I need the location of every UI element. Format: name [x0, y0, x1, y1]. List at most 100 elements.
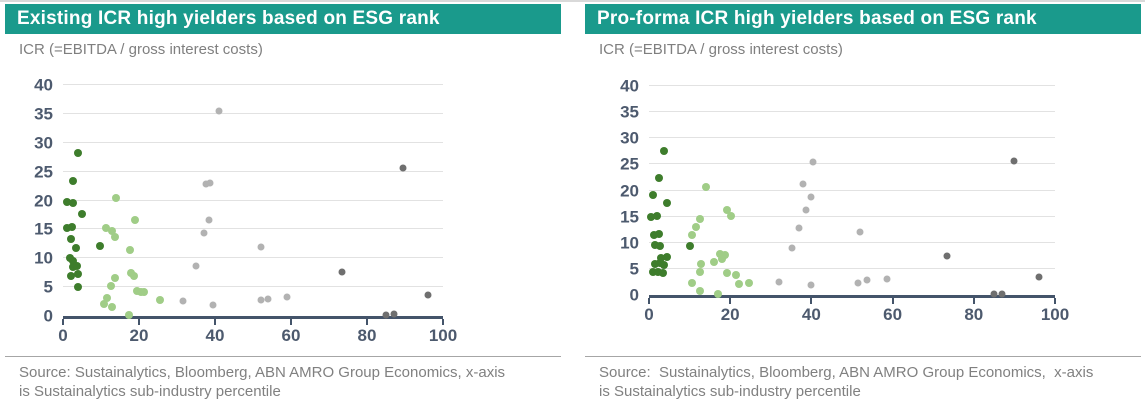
data-point-light-green — [718, 254, 727, 263]
data-point-light-gray — [206, 179, 214, 187]
gridline — [63, 141, 443, 143]
data-point-light-gray — [883, 275, 891, 283]
data-point-dark-green — [74, 148, 83, 157]
gridline — [63, 286, 443, 288]
data-point-light-gray — [863, 276, 871, 284]
data-point-dark-green — [78, 210, 86, 219]
y-tick-label: 35 — [34, 104, 53, 124]
data-point-light-green — [734, 280, 743, 289]
data-point-dark-green — [663, 198, 672, 207]
chart-title: Pro-forma ICR high yielders based on ESG… — [597, 8, 1037, 29]
data-point-light-green — [139, 288, 148, 297]
data-point-dark-green — [655, 258, 664, 267]
data-point-dark-green — [62, 224, 71, 233]
data-point-dark-green — [658, 269, 667, 278]
y-tick-label: 5 — [629, 259, 639, 279]
data-point-dark-gray — [424, 291, 432, 299]
data-point-dark-green — [649, 191, 658, 200]
y-tick-label: 0 — [43, 306, 53, 326]
data-point-dark-green — [654, 174, 663, 183]
data-point-light-gray — [205, 216, 213, 224]
data-point-dark-green — [654, 229, 663, 238]
data-point-dark-green — [67, 272, 76, 281]
gridline — [649, 85, 1055, 86]
x-tick-mark — [810, 298, 813, 304]
x-tick-label: 60 — [281, 326, 301, 345]
gridline — [649, 267, 1055, 269]
data-point-dark-green — [71, 244, 80, 253]
data-point-dark-green — [685, 241, 694, 250]
data-point-dark-gray — [382, 311, 390, 319]
data-point-dark-green — [649, 230, 658, 239]
y-tick-label: 5 — [43, 277, 53, 297]
data-point-light-gray — [283, 293, 291, 301]
data-point-light-gray — [209, 301, 217, 309]
data-point-light-green — [701, 182, 710, 191]
gridline — [63, 228, 443, 230]
data-point-light-green — [101, 224, 110, 233]
x-tick-mark — [290, 319, 292, 325]
x-tick-label: 40 — [205, 326, 225, 345]
x-tick-label: 0 — [644, 305, 654, 324]
data-point-light-green — [716, 249, 725, 258]
data-point-dark-green — [96, 241, 105, 250]
y-tick-label: 30 — [620, 128, 639, 148]
data-point-light-gray — [854, 279, 862, 287]
y-axis-unit-label: ICR (=EBITDA / gross interest costs) — [599, 41, 843, 58]
page-top-border — [0, 0, 1145, 2]
data-point-light-gray — [192, 262, 200, 270]
scatter-plot-proforma-icr: 0 5 10 15 20 25 30 35 40 0 20 40 60 80 100 — [620, 78, 1069, 324]
plot-area: 0 5 10 15 20 25 30 35 40 0 20 40 60 80 100 — [585, 58, 1141, 355]
data-point-light-green — [100, 299, 109, 308]
x-tick-mark — [442, 319, 444, 325]
x-tick-mark — [972, 298, 975, 304]
data-point-dark-gray — [990, 290, 998, 298]
x-tick-mark — [1054, 298, 1056, 304]
data-point-dark-green — [62, 197, 71, 206]
y-tick-label: 40 — [34, 75, 53, 95]
data-point-light-green — [110, 232, 119, 241]
data-point-light-gray — [807, 281, 815, 289]
y-tick-label: 10 — [620, 233, 639, 253]
gridline — [63, 199, 443, 201]
chart-panel-existing-icr: Existing ICR high yielders based on ESG … — [5, 4, 561, 401]
data-point-light-gray — [788, 244, 796, 252]
data-point-dark-green — [68, 257, 77, 266]
y-tick-label: 35 — [620, 102, 639, 122]
chart-title-bar: Existing ICR high yielders based on ESG … — [5, 4, 561, 34]
data-point-dark-gray — [1035, 273, 1043, 281]
data-point-light-gray — [257, 243, 265, 251]
data-point-light-gray — [795, 224, 803, 232]
data-point-dark-green — [656, 253, 665, 262]
data-point-dark-green — [653, 267, 662, 276]
data-point-dark-gray — [399, 164, 407, 172]
plot-area: 0 5 10 15 20 25 30 35 40 0 20 40 60 80 100 — [5, 58, 561, 355]
x-tick-label: 40 — [801, 305, 821, 324]
data-point-light-green — [102, 294, 111, 303]
x-tick-mark — [138, 319, 140, 325]
source-divider — [585, 356, 1141, 357]
data-point-light-green — [691, 223, 700, 232]
data-point-light-gray — [257, 296, 265, 304]
data-point-light-green — [125, 245, 134, 254]
data-point-dark-green — [650, 241, 659, 250]
y-tick-label: 20 — [34, 191, 53, 210]
gridline — [649, 189, 1055, 191]
x-tick-label: 20 — [129, 326, 149, 345]
data-point-light-green — [155, 296, 164, 305]
data-point-light-green — [111, 273, 120, 282]
gridline — [63, 112, 443, 114]
data-point-dark-green — [66, 235, 75, 244]
data-point-dark-green — [649, 268, 658, 277]
data-point-dark-green — [660, 146, 669, 155]
data-point-light-gray — [179, 297, 187, 305]
data-point-dark-green — [647, 212, 656, 221]
gridline — [649, 137, 1055, 139]
y-tick-label: 40 — [620, 76, 639, 96]
data-point-light-green — [697, 259, 706, 268]
data-point-dark-gray — [390, 310, 398, 318]
y-tick-label: 20 — [620, 181, 639, 200]
data-point-light-gray — [856, 228, 864, 236]
data-point-light-green — [696, 267, 705, 276]
